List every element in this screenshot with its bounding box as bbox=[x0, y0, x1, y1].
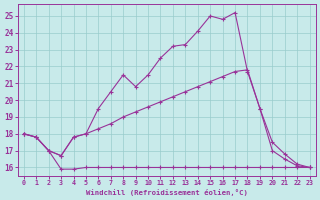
X-axis label: Windchill (Refroidissement éolien,°C): Windchill (Refroidissement éolien,°C) bbox=[86, 189, 248, 196]
